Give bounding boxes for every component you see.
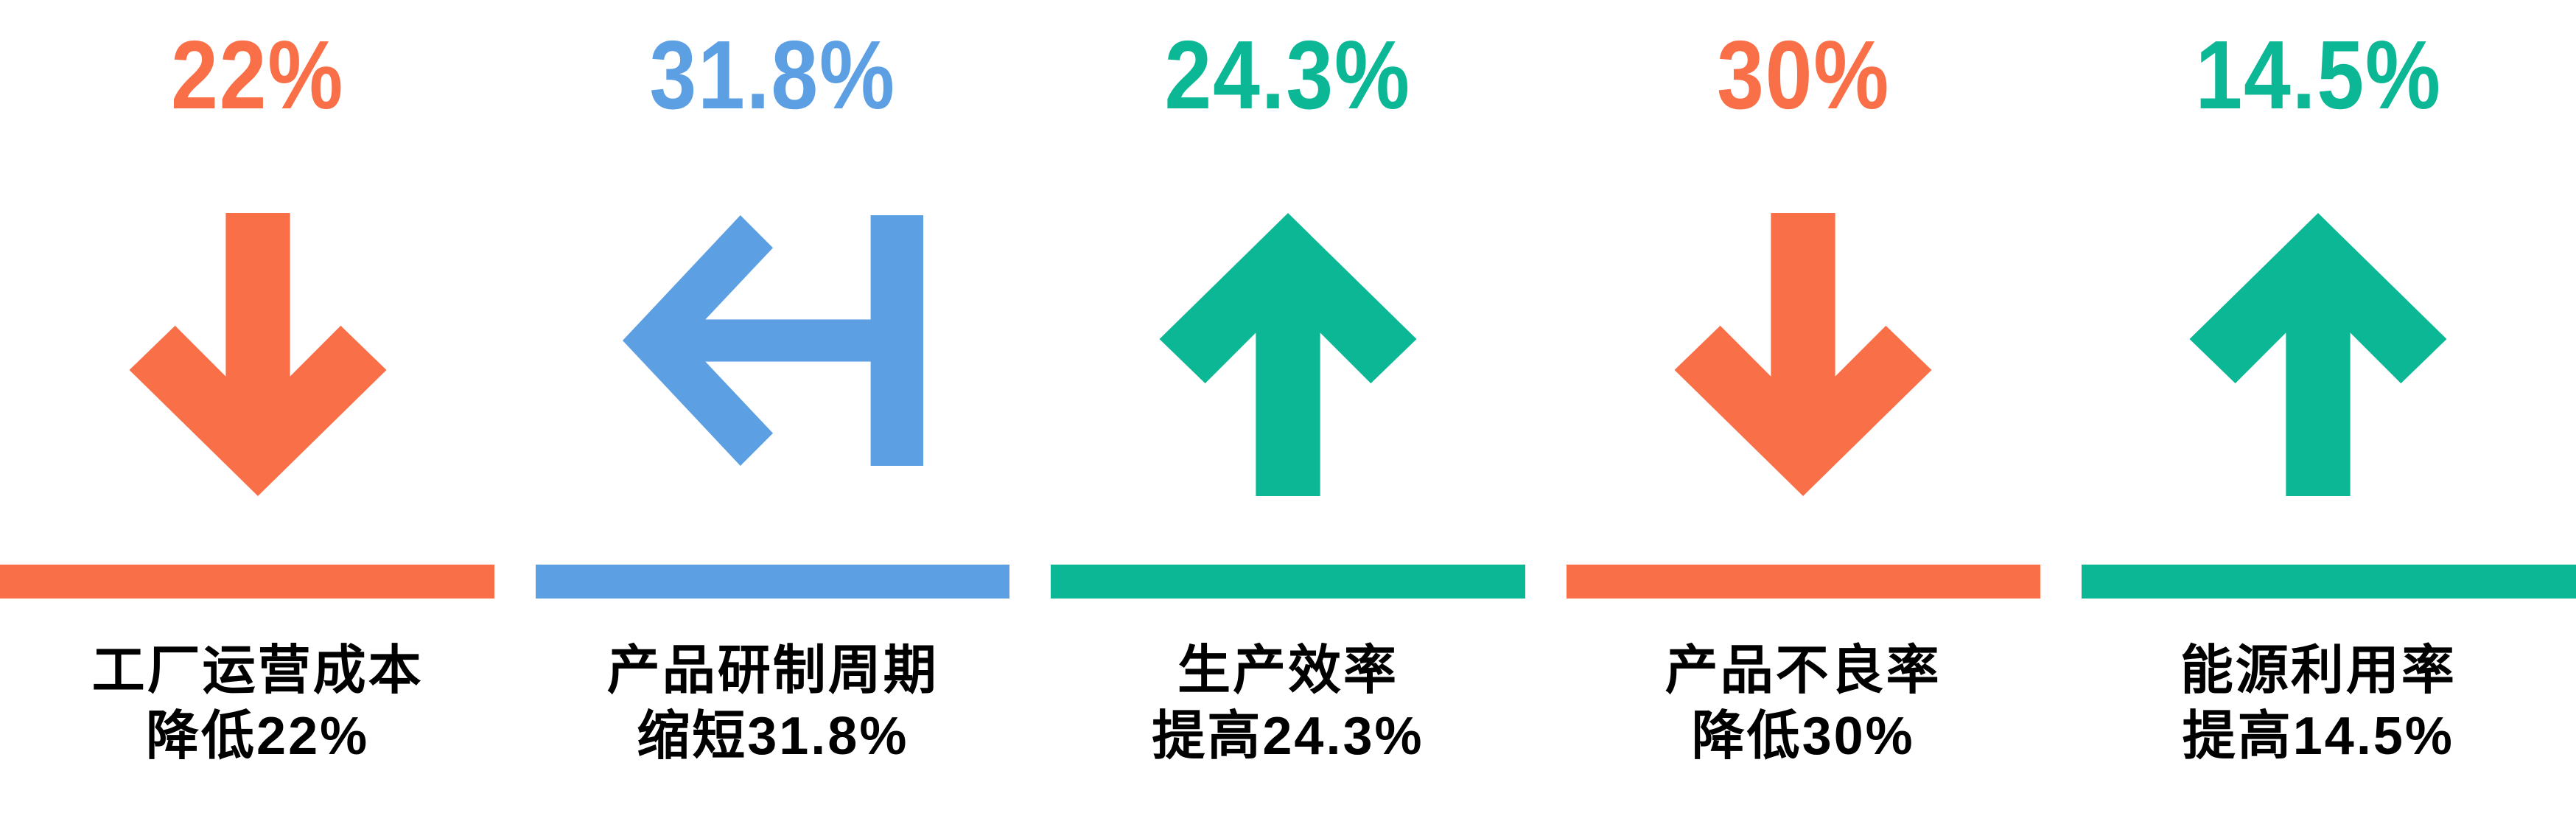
stat-value: 31.8%: [649, 21, 896, 129]
divider-bar: [1051, 565, 1525, 599]
stat-column-production-efficiency: 24.3% 生产效率 提高24.3%: [1030, 0, 1545, 813]
arrow-down-icon: [1674, 213, 1932, 496]
stat-label-line2: 提高14.5%: [2182, 707, 2454, 766]
arrow-up-icon: [2189, 213, 2447, 496]
stat-label-line1: 产品研制周期: [606, 641, 939, 700]
stat-label-line1: 生产效率: [1177, 641, 1399, 700]
divider-bar: [1566, 565, 2040, 599]
stat-value: 22%: [171, 21, 345, 129]
stat-column-factory-cost: 22% 工厂运营成本 降低22%: [0, 0, 515, 813]
stat-value: 14.5%: [2195, 21, 2442, 129]
stat-value: 30%: [1716, 21, 1890, 129]
arrow-up-icon: [1159, 213, 1417, 496]
divider-bar: [0, 565, 495, 599]
stat-column-defect-rate: 30% 产品不良率 降低30%: [1546, 0, 2061, 813]
stat-label-line1: 产品不良率: [1665, 641, 1942, 700]
arrow-down-icon: [129, 213, 387, 496]
stat-label: 能源利用率 提高14.5%: [2061, 638, 2576, 770]
divider-bar: [2081, 565, 2576, 599]
stat-label-line2: 降低22%: [146, 707, 370, 766]
stat-label-line1: 工厂运营成本: [91, 641, 424, 700]
stat-value: 24.3%: [1164, 21, 1412, 129]
stat-column-dev-cycle: 31.8% 产品研制周期 缩短31.8%: [515, 0, 1030, 813]
stat-label: 产品不良率 降低30%: [1546, 638, 2061, 770]
divider-bar: [536, 565, 1010, 599]
stat-label-line2: 降低30%: [1691, 707, 1915, 766]
stat-label: 产品研制周期 缩短31.8%: [515, 638, 1030, 770]
arrow-left-to-bar-icon: [622, 215, 923, 466]
stat-label-line2: 提高24.3%: [1152, 707, 1424, 766]
stat-label: 工厂运营成本 降低22%: [0, 638, 515, 770]
stat-column-energy-utilization: 14.5% 能源利用率 提高14.5%: [2061, 0, 2576, 813]
stat-label-line2: 缩短31.8%: [637, 707, 909, 766]
stat-label: 生产效率 提高24.3%: [1030, 638, 1545, 770]
stat-label-line1: 能源利用率: [2180, 641, 2457, 700]
